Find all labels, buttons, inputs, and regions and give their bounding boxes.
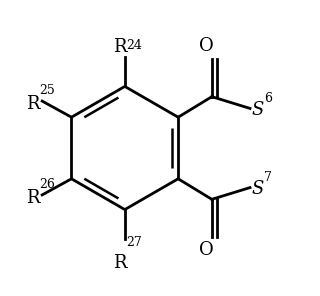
Text: 6: 6 (264, 92, 272, 105)
Text: 27: 27 (126, 236, 142, 249)
Text: O: O (199, 241, 213, 259)
Text: S: S (252, 180, 264, 198)
Text: S: S (252, 101, 264, 119)
Text: R: R (113, 38, 127, 56)
Text: R: R (26, 189, 40, 207)
Text: 24: 24 (126, 39, 142, 52)
Text: R: R (113, 254, 127, 271)
Text: 25: 25 (39, 84, 55, 97)
Text: 7: 7 (264, 171, 272, 184)
Text: O: O (199, 37, 213, 55)
Text: R: R (26, 95, 40, 113)
Text: 26: 26 (39, 178, 55, 191)
